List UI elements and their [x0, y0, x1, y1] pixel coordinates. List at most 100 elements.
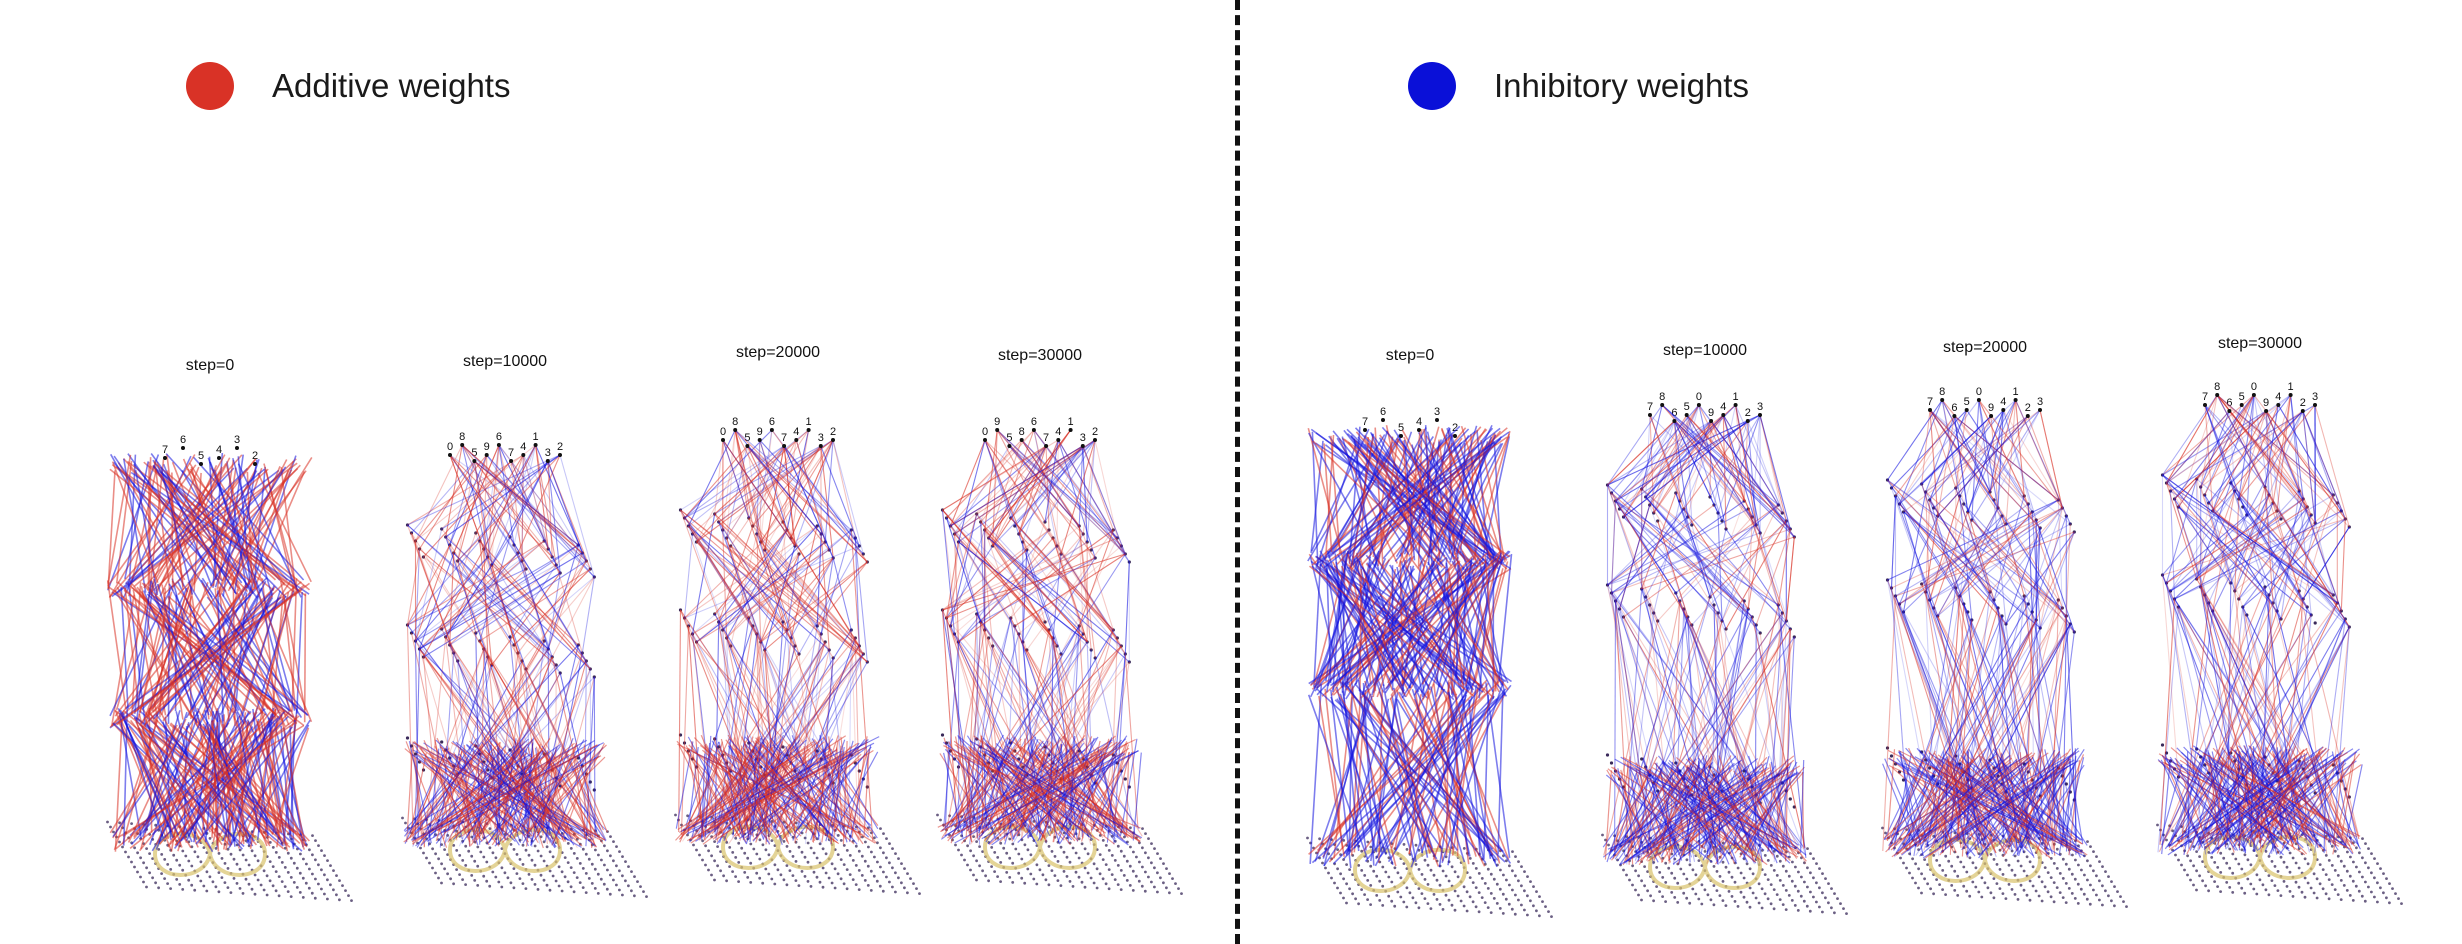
- output-digit-label: 4: [1720, 401, 1726, 413]
- output-labels: 765 432: [1362, 406, 1458, 434]
- output-digit-label: 6: [769, 416, 775, 428]
- output-digit-label: 0: [447, 441, 453, 453]
- output-labels: 085 967 413 2: [720, 416, 836, 444]
- panel-step-title: step=0: [186, 357, 235, 374]
- infinity-input-pattern: [982, 824, 1098, 870]
- output-labels: 765 432: [162, 434, 258, 462]
- output-digit-label: 1: [806, 416, 812, 428]
- output-digit-label: 8: [1019, 426, 1025, 438]
- output-digit-label: 8: [459, 431, 465, 443]
- weight-connections: [937, 429, 1143, 846]
- output-digit-label: 3: [545, 447, 551, 459]
- output-digit-label: 8: [2214, 381, 2220, 393]
- output-digit-label: 6: [1671, 407, 1677, 419]
- output-digit-label: 2: [1092, 426, 1098, 438]
- output-digit-label: 5: [744, 432, 750, 444]
- output-digit-label: 9: [484, 441, 490, 453]
- output-digit-label: 8: [1939, 386, 1945, 398]
- output-digit-label: 3: [2037, 396, 2043, 408]
- legend-inhibitory: Inhibitory weights: [1408, 62, 1749, 110]
- weight-connections: [2157, 394, 2363, 856]
- panel-step-title: step=30000: [2218, 335, 2302, 352]
- output-digit-label: 6: [1380, 406, 1386, 418]
- infinity-input-pattern: [1352, 847, 1468, 893]
- output-digit-label: 9: [757, 426, 763, 438]
- output-labels: 786 509 412 3: [2202, 381, 2318, 409]
- output-digit-label: 2: [252, 450, 258, 462]
- panel-divider: [1235, 0, 1240, 944]
- output-digit-label: 5: [1684, 401, 1690, 413]
- output-digit-label: 5: [1398, 422, 1404, 434]
- panel-step-title: step=30000: [998, 347, 1082, 364]
- output-digit-label: 7: [1362, 416, 1368, 428]
- output-digit-label: 6: [1031, 416, 1037, 428]
- output-digit-label: 5: [1964, 396, 1970, 408]
- output-digit-label: 1: [1733, 391, 1739, 403]
- additive-color-swatch: [186, 62, 234, 110]
- network-panel-right-0: step=0 765 432: [1306, 347, 1553, 918]
- output-digit-label: 4: [1416, 416, 1422, 428]
- output-digit-label: 1: [2288, 381, 2294, 393]
- output-digit-label: 7: [1647, 401, 1653, 413]
- output-digit-label: 5: [471, 447, 477, 459]
- output-digit-label: 5: [198, 450, 204, 462]
- output-digit-label: 4: [2000, 396, 2006, 408]
- output-digit-label: 1: [1068, 416, 1074, 428]
- network-panel-left-0: step=0 765 432: [106, 357, 353, 902]
- output-digit-label: 7: [1043, 432, 1049, 444]
- weight-connections: [403, 444, 608, 849]
- output-digit-label: 1: [533, 431, 539, 443]
- output-digit-label: 6: [496, 431, 502, 443]
- network-panel-left-3: step=30000 095 867 413 2: [936, 347, 1183, 895]
- output-digit-label: 7: [1927, 396, 1933, 408]
- output-digit-label: 7: [162, 444, 168, 456]
- output-labels: 786 509 412 3: [1927, 386, 2043, 414]
- panel-step-title: step=20000: [1943, 339, 2027, 356]
- output-digit-label: 0: [1696, 391, 1702, 403]
- output-digit-label: 3: [2312, 391, 2318, 403]
- input-grid: [401, 816, 648, 898]
- weight-connections: [675, 429, 880, 846]
- output-digit-label: 7: [2202, 391, 2208, 403]
- weight-connections: [1882, 399, 2088, 859]
- output-digit-label: 5: [2239, 391, 2245, 403]
- output-digit-label: 6: [1951, 402, 1957, 414]
- network-panel-right-1: step=10000 786 509 412 3: [1601, 342, 1848, 915]
- output-digit-label: 4: [2275, 391, 2281, 403]
- output-digit-label: 1: [2013, 386, 2019, 398]
- output-digit-label: 4: [793, 426, 799, 438]
- network-panel-right-2: step=20000 786 509 412 3: [1881, 339, 2128, 908]
- output-digit-label: 3: [1757, 401, 1763, 413]
- output-digit-label: 2: [1745, 407, 1751, 419]
- output-digit-label: 9: [2263, 397, 2269, 409]
- output-digit-label: 2: [2300, 397, 2306, 409]
- weight-connections: [1602, 404, 1807, 866]
- output-digit-label: 7: [781, 432, 787, 444]
- output-digit-label: 8: [1659, 391, 1665, 403]
- network-panel-left-1: step=10000 085 967 413 2: [401, 353, 648, 898]
- output-digit-label: 7: [508, 447, 514, 459]
- output-digit-label: 2: [557, 441, 563, 453]
- panel-step-title: step=0: [1386, 347, 1435, 364]
- output-digit-label: 3: [1080, 432, 1086, 444]
- weight-connections: [106, 452, 313, 853]
- output-labels: 095 867 413 2: [982, 416, 1098, 444]
- output-digit-label: 6: [2226, 397, 2232, 409]
- output-digit-label: 8: [732, 416, 738, 428]
- inhibitory-color-swatch: [1408, 62, 1456, 110]
- output-digit-label: 0: [2251, 381, 2257, 393]
- output-digit-label: 3: [818, 432, 824, 444]
- panel-step-title: step=20000: [736, 344, 820, 361]
- output-digit-label: 5: [1006, 432, 1012, 444]
- weight-connections: [1307, 424, 1513, 869]
- output-digit-label: 4: [216, 444, 222, 456]
- output-digit-label: 2: [1452, 422, 1458, 434]
- network-panel-right-3: step=30000 786 509 412 3: [2156, 335, 2403, 905]
- legend-inhibitory-label: Inhibitory weights: [1494, 67, 1749, 104]
- legend-additive-label: Additive weights: [272, 67, 511, 104]
- output-digit-label: 3: [234, 434, 240, 446]
- output-digit-label: 2: [830, 426, 836, 438]
- output-digit-label: 9: [1988, 402, 1994, 414]
- output-digit-label: 4: [1055, 426, 1061, 438]
